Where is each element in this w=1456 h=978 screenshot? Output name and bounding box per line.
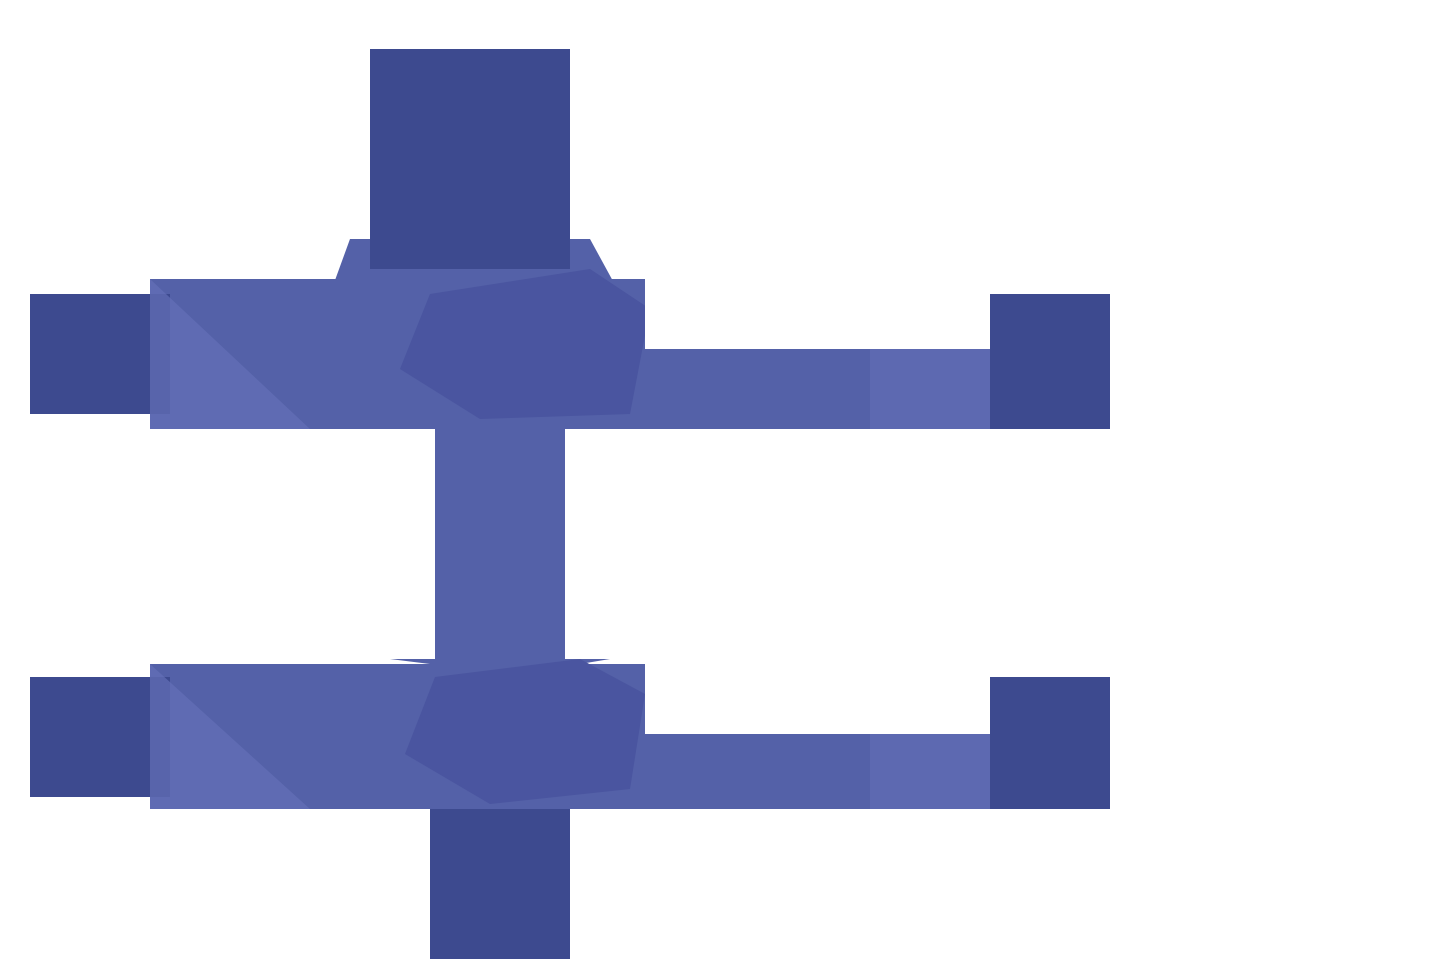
Bar <box>150 280 990 429</box>
Bar <box>31 294 170 415</box>
Bar <box>31 678 170 797</box>
Bar <box>150 664 990 809</box>
Polygon shape <box>150 664 310 809</box>
Bar <box>435 429 565 669</box>
Polygon shape <box>390 659 610 664</box>
Bar <box>990 678 1109 809</box>
Polygon shape <box>400 270 649 420</box>
Polygon shape <box>871 294 990 429</box>
Polygon shape <box>370 799 630 809</box>
Polygon shape <box>871 678 990 809</box>
Bar <box>645 280 990 350</box>
Bar <box>430 809 569 959</box>
Bar <box>435 429 565 820</box>
Polygon shape <box>405 659 645 804</box>
Polygon shape <box>331 240 620 294</box>
Bar <box>990 294 1109 429</box>
Polygon shape <box>150 280 310 429</box>
Bar <box>645 664 990 734</box>
Bar <box>370 50 569 270</box>
Bar <box>150 280 840 429</box>
